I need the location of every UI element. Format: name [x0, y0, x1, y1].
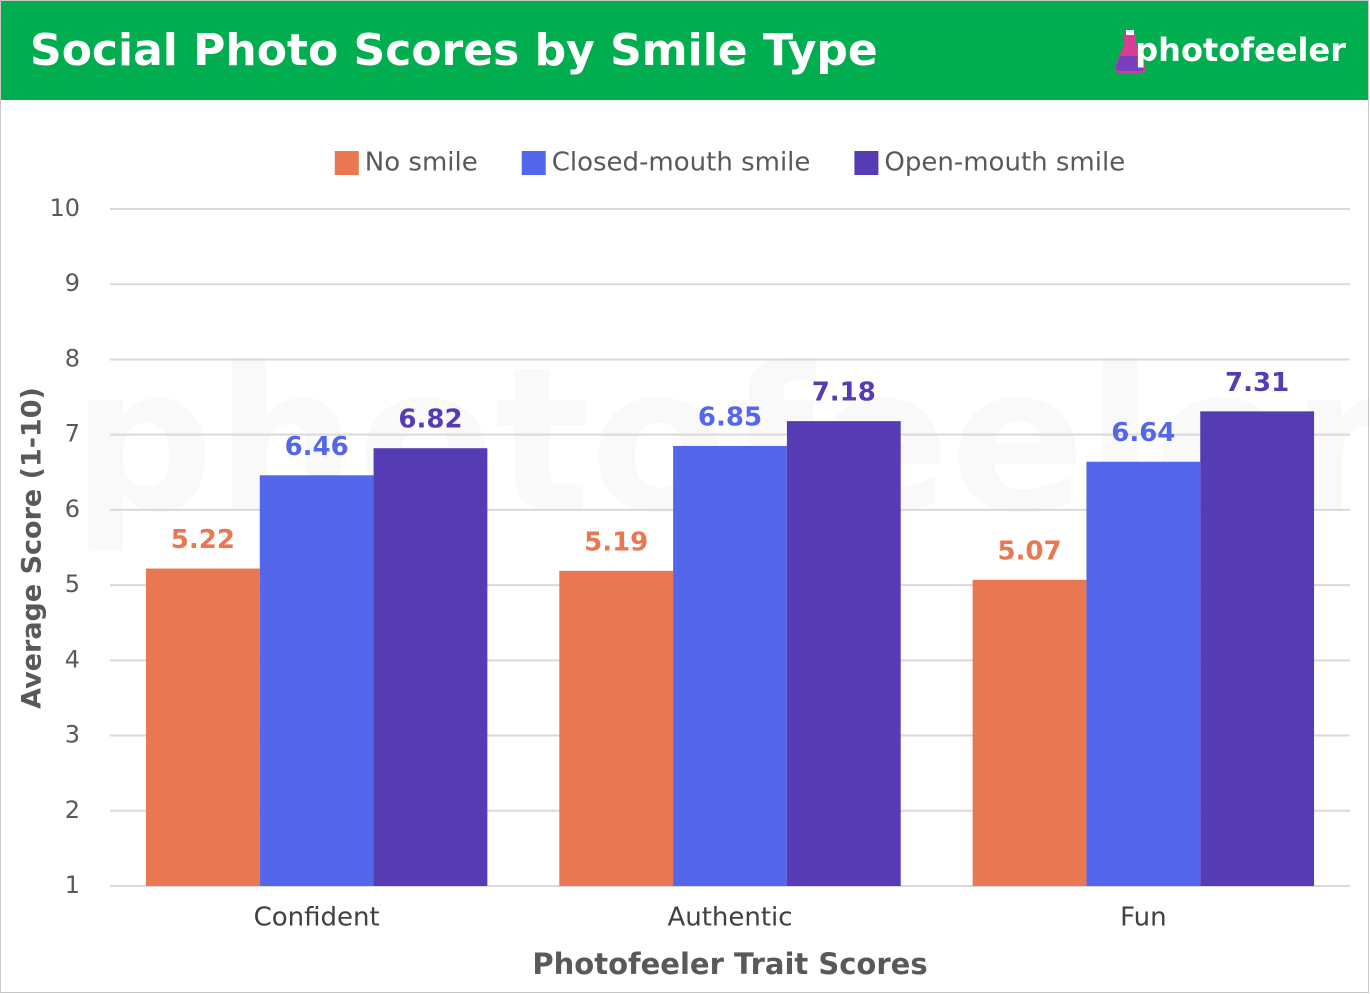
x-tick-label: Authentic [667, 903, 792, 933]
value-label: 6.46 [285, 432, 349, 462]
bar [673, 445, 787, 886]
y-tick-label: 10 [49, 194, 80, 222]
legend-label: Open-mouth smile [884, 148, 1125, 178]
value-label: 6.64 [1111, 418, 1175, 448]
legend-swatch [334, 151, 359, 175]
y-tick-label: 3 [65, 721, 80, 749]
bar [259, 475, 374, 886]
y-tick-label: 4 [65, 645, 80, 673]
legend-label: Closed-mouth smile [552, 148, 811, 178]
y-tick-label: 7 [65, 420, 80, 448]
legend-swatch [854, 151, 879, 175]
y-tick-label: 2 [65, 796, 80, 824]
value-label: 7.31 [1225, 368, 1289, 398]
bar [972, 579, 1087, 886]
value-label: 5.19 [584, 527, 648, 557]
bar [786, 421, 901, 886]
brand: photofeeler [1135, 31, 1346, 69]
bar [1200, 411, 1315, 886]
bar [145, 568, 260, 886]
value-label: 6.82 [398, 405, 462, 435]
legend-swatch [521, 151, 546, 175]
y-tick-label: 1 [65, 871, 80, 899]
bar [1086, 461, 1201, 886]
y-tick-label: 5 [65, 570, 80, 598]
bar [559, 570, 674, 886]
value-label: 5.22 [171, 525, 235, 555]
chart-title: Social Photo Scores by Smile Type [30, 25, 878, 76]
bar [373, 448, 488, 886]
y-axis-label: Average Score (1-10) [17, 387, 48, 709]
x-tick-label: Confident [254, 903, 380, 933]
y-tick-label: 9 [65, 269, 80, 297]
x-tick-label: Fun [1120, 903, 1167, 933]
value-label: 5.07 [997, 536, 1061, 566]
brand-logo [1114, 30, 1146, 73]
x-axis-label: Photofeeler Trait Scores [532, 947, 927, 981]
header-bar [1, 1, 1368, 100]
y-tick-label: 6 [65, 495, 80, 523]
legend-label: No smile [365, 148, 478, 178]
value-label: 6.85 [698, 402, 762, 432]
y-tick-label: 8 [65, 344, 80, 372]
value-label: 7.18 [812, 378, 876, 408]
